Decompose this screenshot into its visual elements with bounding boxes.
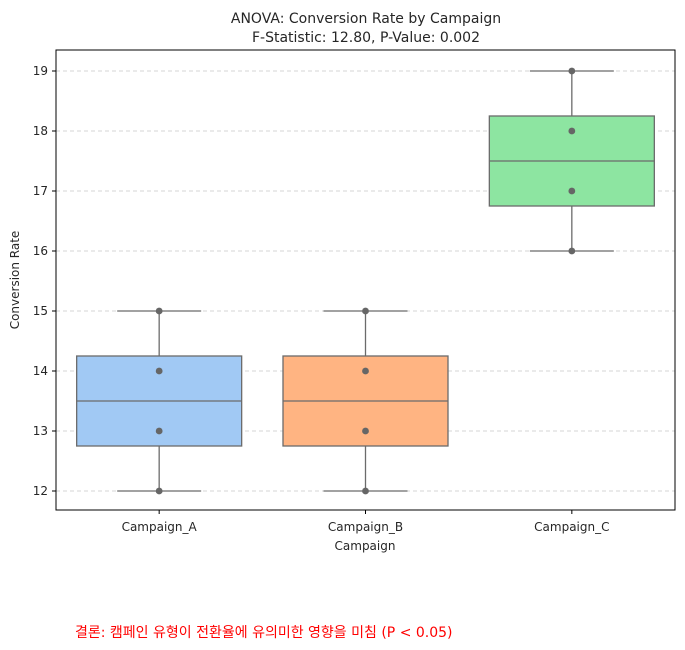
box-campaign-a	[76, 307, 243, 495]
data-point	[362, 307, 369, 315]
y-tick-label: 13	[33, 424, 48, 438]
conclusion-annotation: 결론: 캠페인 유형이 전환율에 유의미한 영향을 미침 (P < 0.05)	[75, 625, 453, 641]
y-tick-label: 14	[33, 364, 48, 378]
chart-subtitle: F-Statistic: 12.80, P-Value: 0.002	[252, 30, 480, 46]
box-campaign-c	[488, 67, 655, 255]
data-point	[155, 367, 163, 375]
data-point	[568, 67, 576, 75]
data-point	[155, 427, 163, 435]
chart-title: ANOVA: Conversion Rate by Campaign	[231, 11, 501, 27]
chart-title-group: ANOVA: Conversion Rate by Campaign F-Sta…	[231, 11, 501, 46]
y-tick-label: 18	[33, 124, 48, 138]
box-campaign-b	[282, 307, 449, 495]
x-tick-label: Campaign_A	[122, 520, 198, 534]
data-point	[568, 127, 576, 135]
x-axis-label: Campaign	[335, 539, 396, 553]
y-tick-label: 16	[33, 244, 48, 258]
y-tick-label: 12	[33, 484, 48, 498]
data-point	[568, 187, 576, 195]
data-point	[362, 487, 369, 495]
y-tick-label: 17	[33, 184, 48, 198]
data-point	[155, 307, 163, 315]
y-tick-label: 19	[33, 64, 48, 78]
data-point	[155, 487, 163, 495]
y-axis-label: Conversion Rate	[8, 231, 22, 330]
y-tick-label: 15	[33, 304, 48, 318]
data-point	[568, 247, 576, 255]
data-point	[362, 427, 369, 435]
x-tick-label: Campaign_B	[328, 520, 403, 534]
x-tick-label: Campaign_C	[534, 520, 609, 534]
box-series	[76, 67, 655, 495]
y-axis: 12 13 14 15 16 17 18 19	[33, 64, 56, 498]
x-axis: Campaign_A Campaign_B Campaign_C	[122, 510, 609, 534]
data-point	[362, 367, 369, 375]
